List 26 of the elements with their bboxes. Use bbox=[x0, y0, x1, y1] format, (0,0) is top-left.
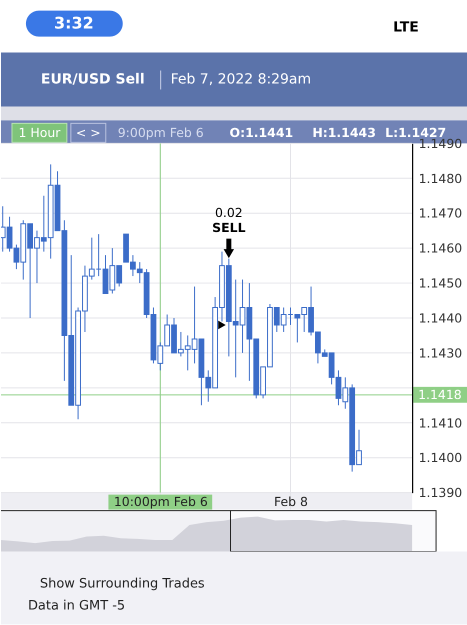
text: 1 Hour bbox=[18, 124, 62, 140]
chart-title: EUR/USD Sell bbox=[40, 71, 145, 88]
x-tick-label: Feb 8 bbox=[274, 494, 308, 510]
y-tick-label: 1.1400 bbox=[418, 450, 462, 466]
y-tick-label: 1.1440 bbox=[418, 310, 462, 326]
y-tick-label: 1.1470 bbox=[418, 206, 462, 221]
y-tick-label: 1.1460 bbox=[418, 240, 462, 256]
y-tick-label: 1.1430 bbox=[418, 345, 462, 360]
y-tick-label: 1.1410 bbox=[418, 415, 462, 430]
y-tick-label: 1.1450 bbox=[418, 276, 462, 291]
annotation: 0.02 bbox=[214, 205, 243, 220]
text: L:1.1427 bbox=[385, 124, 446, 140]
text: Data in GMT -5 bbox=[28, 598, 126, 614]
y-tick-label: 1.1480 bbox=[418, 170, 462, 186]
chart-subtitle: Feb 7, 2022 8:29am bbox=[170, 71, 312, 88]
x-tick-label: 10:00pm Feb 6 bbox=[114, 494, 208, 510]
y-tick-label: 1.1390 bbox=[418, 485, 462, 500]
text: 3:32 bbox=[54, 14, 94, 33]
text: H:1.1443 bbox=[312, 124, 376, 140]
text: Show Surrounding Trades bbox=[40, 576, 205, 592]
text: O:1.1441 bbox=[230, 124, 294, 140]
text: < > bbox=[76, 124, 101, 140]
text: 9:00pm Feb 6 bbox=[118, 124, 204, 140]
ref-line-label: 1.1418 bbox=[418, 386, 462, 402]
text: LTE bbox=[393, 20, 419, 36]
annotation: SELL bbox=[212, 220, 246, 236]
